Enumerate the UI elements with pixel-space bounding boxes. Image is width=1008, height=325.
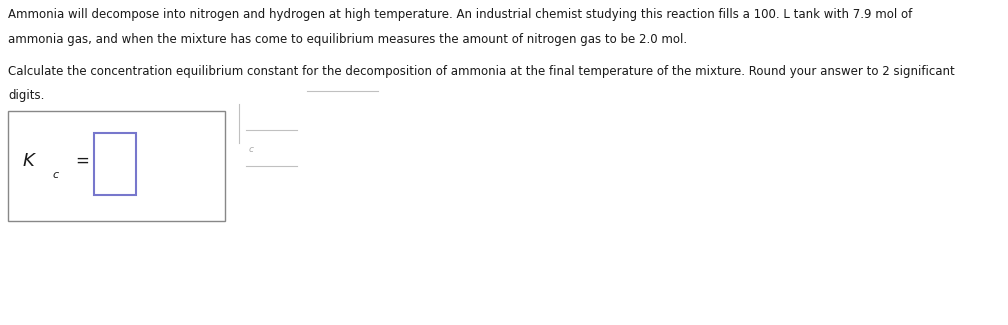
Text: $\mathit{K}$: $\mathit{K}$: [22, 152, 37, 170]
FancyBboxPatch shape: [94, 133, 136, 195]
Text: $\mathit{c}$: $\mathit{c}$: [52, 171, 60, 180]
Text: digits.: digits.: [8, 89, 44, 102]
Text: ammonia gas, and when the mixture has come to equilibrium measures the amount of: ammonia gas, and when the mixture has co…: [8, 32, 687, 46]
Text: Ammonia will decompose into nitrogen and hydrogen at high temperature. An indust: Ammonia will decompose into nitrogen and…: [8, 8, 912, 21]
Text: =: =: [76, 152, 90, 170]
Text: c: c: [249, 145, 254, 154]
FancyBboxPatch shape: [8, 111, 225, 221]
Text: Calculate the concentration equilibrium constant for the decomposition of ammoni: Calculate the concentration equilibrium …: [8, 65, 955, 78]
